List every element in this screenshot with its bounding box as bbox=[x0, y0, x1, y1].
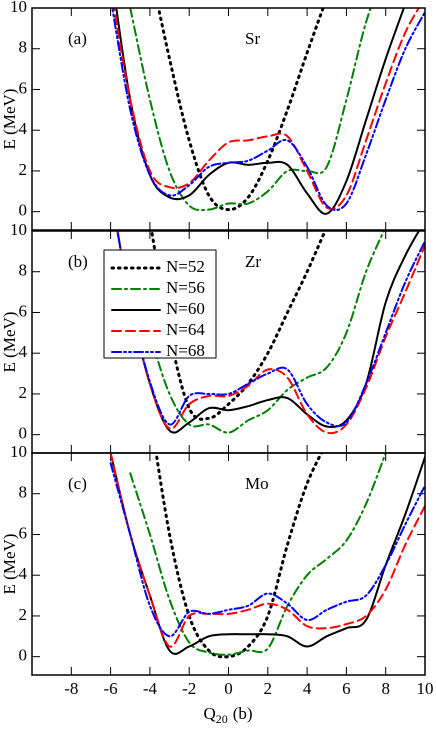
plot-frame bbox=[31, 230, 426, 454]
y-tick-label: 2 bbox=[19, 383, 28, 402]
x-tick-label: 0 bbox=[224, 679, 233, 698]
x-tick-label: 10 bbox=[417, 679, 434, 698]
legend-label: N=68 bbox=[166, 341, 205, 360]
x-tick-label: 8 bbox=[381, 679, 390, 698]
y-axis-label: E (MeV) bbox=[0, 312, 19, 373]
x-tick-label: -6 bbox=[104, 679, 118, 698]
series-line bbox=[129, 8, 372, 212]
x-tick-label: -2 bbox=[182, 679, 196, 698]
y-tick-label: 6 bbox=[19, 301, 28, 320]
y-tick-label: 2 bbox=[19, 160, 28, 179]
nucleus-label: Zr bbox=[245, 252, 261, 271]
x-axis-label-subscript: 20 bbox=[216, 712, 228, 726]
x-axis-label-main: Q bbox=[203, 704, 215, 723]
panel-label: (b) bbox=[68, 252, 88, 271]
x-tick-label: 4 bbox=[303, 679, 312, 698]
y-tick-label: 6 bbox=[19, 78, 28, 97]
y-tick-label: 8 bbox=[19, 261, 28, 280]
x-tick-label: -4 bbox=[143, 679, 158, 698]
y-tick-label: 0 bbox=[19, 646, 28, 665]
y-axis-label: E (MeV) bbox=[0, 89, 19, 150]
plot-frame bbox=[31, 7, 426, 231]
y-tick-label: 4 bbox=[19, 564, 28, 583]
series-line bbox=[112, 8, 420, 210]
series-line bbox=[154, 453, 324, 659]
y-axis-label: E (MeV) bbox=[0, 534, 19, 595]
plot-frame bbox=[31, 452, 426, 676]
x-tick-label: 6 bbox=[342, 679, 351, 698]
y-tick-label: 6 bbox=[19, 523, 28, 542]
y-tick-label: 2 bbox=[19, 605, 28, 624]
y-tick-label: 4 bbox=[19, 342, 28, 361]
nucleus-label: Mo bbox=[245, 474, 269, 493]
x-axis-label-unit: (b) bbox=[233, 704, 253, 723]
y-tick-label: 8 bbox=[19, 483, 28, 502]
x-axis-label: Q20 (b) bbox=[203, 704, 252, 726]
y-tick-label: 10 bbox=[10, 0, 27, 16]
series-line bbox=[129, 231, 385, 434]
legend-label: N=52 bbox=[166, 257, 205, 276]
series-line bbox=[111, 8, 425, 212]
x-tick-label: -8 bbox=[64, 679, 78, 698]
legend-label: N=64 bbox=[166, 320, 205, 339]
x-tick-label: 2 bbox=[264, 679, 273, 698]
panel-label: (a) bbox=[68, 29, 87, 48]
series-line bbox=[129, 453, 387, 656]
series-line bbox=[109, 462, 425, 638]
nucleus-label: Sr bbox=[245, 29, 260, 48]
y-tick-label: 0 bbox=[19, 424, 28, 443]
series-line bbox=[109, 453, 425, 648]
y-tick-label: 10 bbox=[10, 220, 27, 239]
series-line bbox=[156, 8, 325, 212]
panel-label: (c) bbox=[68, 474, 87, 493]
legend-label: N=60 bbox=[166, 299, 205, 318]
y-tick-label: 0 bbox=[19, 201, 28, 220]
legend-label: N=56 bbox=[166, 278, 205, 297]
y-tick-label: 4 bbox=[19, 119, 28, 138]
y-tick-label: 10 bbox=[10, 442, 27, 461]
y-tick-label: 8 bbox=[19, 38, 28, 57]
series-line bbox=[116, 231, 425, 428]
